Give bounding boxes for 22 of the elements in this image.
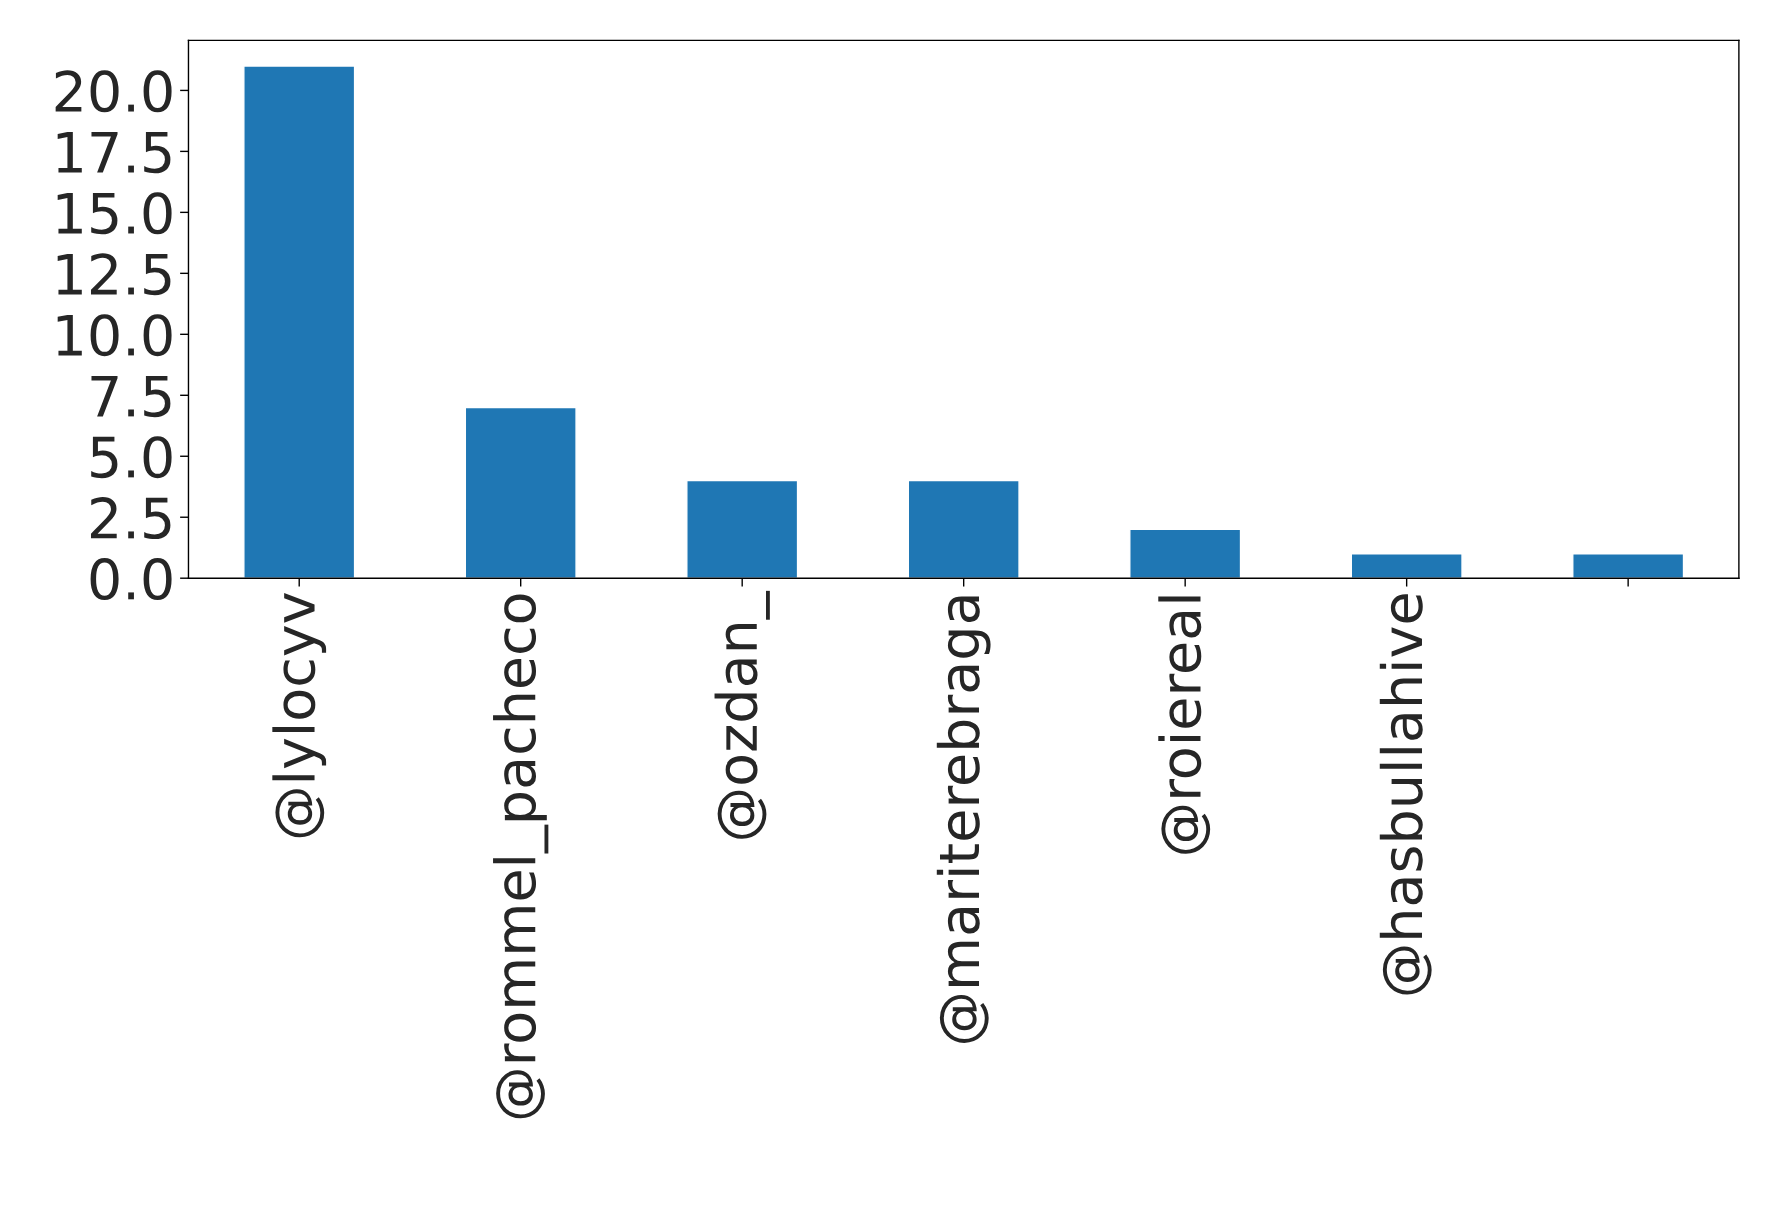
y-tick-label: 5.0 [91,436,172,479]
bar [1572,553,1685,579]
y-tick-label: 2.5 [90,497,171,540]
y-tick-label: 0.0 [90,558,172,601]
x-tick-label: @ozdan_ [714,590,770,839]
y-tick-label: 15.0 [57,192,172,235]
x-tick-label: @hasbullahive [1379,594,1432,995]
y-tick-label: 12.5 [57,253,171,296]
y-tick-label: 17.5 [57,132,171,174]
x-tick-label: @roiereal [1158,596,1211,854]
bar [907,479,1020,579]
y-tick-label: 7.5 [91,375,171,418]
x-tick-label: @mariterebraga [936,596,991,1043]
y-tick-label: 10.0 [57,314,172,357]
bar [686,479,799,579]
x-tick-label: @lylocyv [272,593,327,838]
bar [464,406,577,579]
y-tick-label: 20.0 [55,70,172,113]
bar [1350,553,1463,579]
bar [1129,528,1242,579]
bar [243,65,356,579]
x-tick-label: @rommel_pacheco [493,594,549,1119]
